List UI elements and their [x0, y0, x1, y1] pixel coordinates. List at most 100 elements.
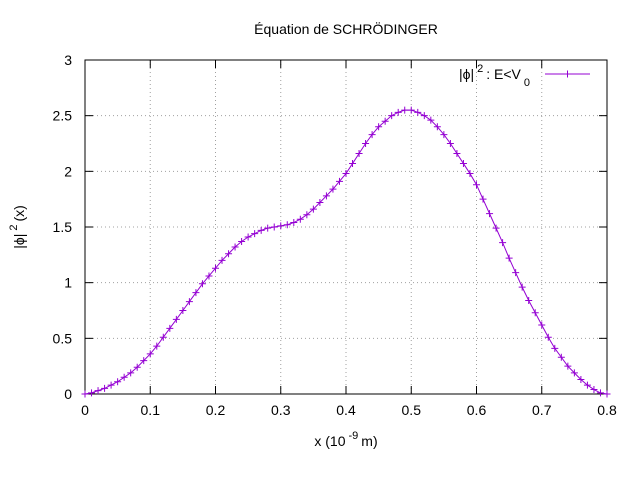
- point-marker: [368, 131, 376, 139]
- point-marker: [296, 215, 304, 223]
- point-marker: [414, 108, 422, 116]
- point-marker: [531, 309, 539, 317]
- point-marker: [127, 369, 135, 377]
- text-part: (x): [11, 205, 27, 221]
- point-marker: [231, 243, 239, 251]
- point-marker: [277, 222, 285, 230]
- point-marker: [590, 386, 598, 394]
- point-marker: [570, 369, 578, 377]
- point-marker: [505, 254, 513, 262]
- point-marker: [172, 315, 180, 323]
- y-tick-label: 1.5: [53, 219, 73, 235]
- x-tick-label: 0.4: [336, 402, 356, 418]
- point-marker: [583, 381, 591, 389]
- point-marker: [114, 378, 122, 386]
- point-marker: [329, 185, 337, 193]
- point-marker: [388, 112, 396, 120]
- point-marker: [218, 256, 226, 264]
- point-marker: [335, 177, 343, 185]
- point-marker: [394, 108, 402, 116]
- point-marker: [538, 321, 546, 329]
- plot-border: [84, 59, 608, 395]
- x-tick-label: 0.7: [532, 402, 552, 418]
- point-marker: [512, 269, 520, 277]
- x-tick-label: 0.2: [206, 402, 226, 418]
- point-marker: [322, 192, 330, 200]
- legend-label: |ϕ| 2: E<V0: [459, 63, 530, 89]
- point-marker: [381, 117, 389, 125]
- point-marker: [446, 140, 454, 147]
- point-marker: [94, 387, 102, 395]
- point-marker: [153, 342, 161, 350]
- text-part: 2: [8, 225, 20, 231]
- point-marker: [205, 272, 213, 280]
- point-marker: [433, 123, 441, 131]
- point-marker: [375, 123, 383, 131]
- point-marker: [459, 160, 467, 168]
- point-marker: [166, 324, 174, 332]
- point-marker: [179, 307, 187, 314]
- point-marker: [420, 112, 428, 120]
- text-part: 2: [477, 63, 483, 75]
- x-tick-label: 0.3: [271, 402, 291, 418]
- point-marker: [362, 140, 370, 147]
- point-marker: [427, 116, 435, 124]
- point-marker: [499, 239, 507, 247]
- point-marker: [466, 170, 474, 178]
- text-part: m): [361, 433, 377, 449]
- point-marker: [349, 160, 357, 168]
- point-marker: [557, 353, 565, 361]
- point-marker: [303, 211, 311, 219]
- point-marker: [283, 221, 291, 229]
- y-tick-label: 1: [64, 275, 72, 291]
- point-marker: [544, 333, 552, 341]
- point-marker: [225, 250, 233, 258]
- point-marker: [290, 219, 298, 227]
- point-marker: [525, 296, 533, 304]
- y-tick-label: 2.5: [53, 108, 73, 124]
- point-marker: [264, 224, 272, 232]
- point-marker: [257, 226, 265, 234]
- point-marker: [596, 389, 604, 397]
- text-part: x (10: [314, 433, 345, 449]
- point-marker: [101, 384, 109, 392]
- x-tick-label: 0.5: [402, 402, 422, 418]
- y-axis-label: |ϕ| 2 (x): [8, 205, 27, 249]
- chart-title: Équation de SCHRÖDINGER: [254, 20, 438, 37]
- point-marker: [407, 106, 415, 114]
- y-tick-label: 3: [64, 52, 72, 68]
- text-part: -9: [349, 430, 359, 442]
- text-part: |ϕ|: [11, 234, 27, 249]
- point-marker: [251, 230, 259, 238]
- point-marker: [133, 363, 141, 371]
- point-marker: [440, 131, 448, 139]
- point-marker: [198, 280, 206, 288]
- x-tick-label: 0.1: [141, 402, 161, 418]
- text-part: : E<V: [486, 66, 521, 82]
- point-marker: [88, 389, 96, 397]
- point-marker: [486, 210, 494, 218]
- y-tick-label: 0: [64, 386, 72, 402]
- point-marker: [120, 373, 128, 381]
- point-marker: [146, 350, 154, 358]
- point-marker: [238, 237, 246, 245]
- point-marker: [270, 223, 278, 231]
- point-marker: [473, 181, 480, 189]
- x-axis-label: x (10 -9 m): [314, 430, 377, 449]
- text-part: |ϕ|: [459, 66, 474, 82]
- y-tick-label: 2: [64, 163, 72, 179]
- x-tick-label: 0.6: [467, 402, 487, 418]
- point-marker: [479, 195, 487, 203]
- point-marker: [518, 283, 526, 291]
- point-marker: [564, 362, 572, 370]
- y-tick-label: 0.5: [53, 330, 73, 346]
- x-tick-label: 0.8: [597, 402, 617, 418]
- point-marker: [192, 289, 200, 297]
- point-marker: [551, 344, 559, 352]
- text-part: 0: [524, 77, 530, 89]
- point-marker: [212, 264, 219, 272]
- point-marker: [603, 390, 611, 398]
- point-marker: [159, 333, 167, 341]
- point-marker: [342, 170, 350, 178]
